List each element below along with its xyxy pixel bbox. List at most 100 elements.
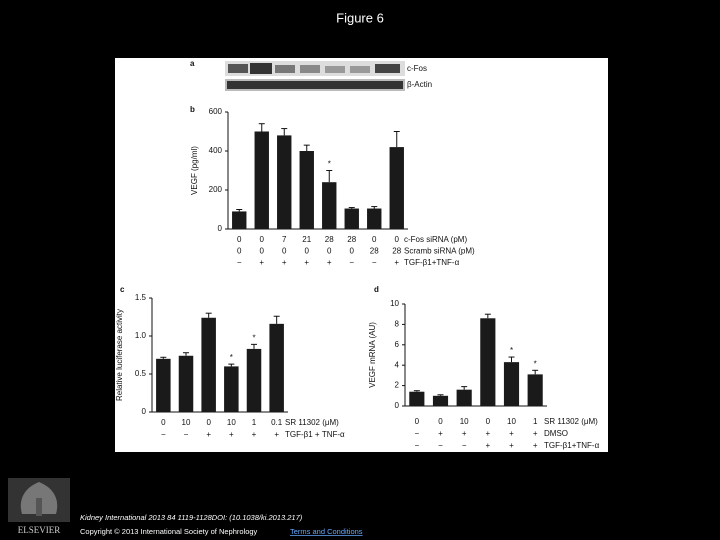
bar <box>269 323 284 412</box>
bar <box>224 366 239 412</box>
x-tick-label: 0.1 <box>271 418 283 427</box>
bar <box>277 135 292 229</box>
y-tick-label: 0 <box>142 407 147 416</box>
y-tick-label: 6 <box>395 340 400 349</box>
category-row-name: c-Fos siRNA (pM) <box>404 235 467 244</box>
x-tick-label: 28 <box>370 247 379 256</box>
panel-letter: a <box>190 59 195 68</box>
x-tick-label: + <box>533 441 538 450</box>
bar <box>254 131 269 229</box>
y-tick-label: 1.5 <box>135 293 147 302</box>
blot-band <box>228 64 248 73</box>
y-tick-label: 0.5 <box>135 369 147 378</box>
bar <box>344 208 359 229</box>
x-tick-label: 28 <box>325 235 334 244</box>
x-tick-label: 0 <box>395 235 400 244</box>
x-tick-label: 10 <box>507 417 516 426</box>
terms-link[interactable]: Terms and Conditions <box>290 527 363 536</box>
panel-letter: c <box>120 285 125 294</box>
x-tick-label: 10 <box>227 418 236 427</box>
x-tick-label: + <box>462 429 467 438</box>
blot-band <box>227 81 403 89</box>
y-tick-label: 1.0 <box>135 331 147 340</box>
x-tick-label: − <box>438 441 443 450</box>
figure-background <box>115 58 608 452</box>
x-tick-label: 0 <box>260 247 265 256</box>
x-tick-label: 10 <box>460 417 469 426</box>
x-tick-label: − <box>414 441 419 450</box>
category-row-name: Scramb siRNA (pM) <box>404 247 475 256</box>
x-tick-label: − <box>237 258 242 267</box>
bar <box>232 211 247 229</box>
citation: Kidney International 2013 84 1119-1128DO… <box>80 513 303 522</box>
x-tick-label: + <box>533 429 538 438</box>
x-tick-label: 0 <box>305 247 310 256</box>
x-tick-label: − <box>184 430 189 439</box>
y-tick-label: 0 <box>395 401 400 410</box>
bar <box>503 362 520 406</box>
y-tick-label: 0 <box>218 224 223 233</box>
y-tick-label: 600 <box>209 107 223 116</box>
x-tick-label: + <box>438 429 443 438</box>
x-tick-label: 1 <box>533 417 538 426</box>
x-tick-label: 21 <box>302 235 311 244</box>
blot-band <box>325 66 345 73</box>
category-row-name: DMSO <box>544 429 568 438</box>
blot-band <box>300 65 320 73</box>
blot-label: β-Actin <box>407 80 432 89</box>
y-axis-label: VEGF mRNA (AU) <box>368 322 377 388</box>
category-row-name: TGF-β1+TNF-α <box>404 258 460 267</box>
x-tick-label: − <box>349 258 354 267</box>
panel-letter: b <box>190 105 195 114</box>
x-tick-label: + <box>485 441 490 450</box>
slide-title: Figure 6 <box>336 10 384 25</box>
x-tick-label: − <box>414 429 419 438</box>
category-row-name: SR 11302 (μM) <box>544 417 598 426</box>
x-tick-label: − <box>372 258 377 267</box>
bar <box>367 208 382 229</box>
x-tick-label: 0 <box>237 235 242 244</box>
y-tick-label: 8 <box>395 320 400 329</box>
x-tick-label: + <box>282 258 287 267</box>
x-tick-label: + <box>259 258 264 267</box>
category-row-name: SR 11302 (μM) <box>285 418 339 427</box>
bar <box>178 355 194 412</box>
x-tick-label: − <box>462 441 467 450</box>
bar <box>389 147 404 229</box>
category-row-name: TGF-β1 + TNF-α <box>285 430 345 439</box>
x-tick-label: + <box>304 258 309 267</box>
blot-band <box>350 66 370 73</box>
bar <box>246 348 262 412</box>
y-tick-label: 4 <box>395 360 400 369</box>
x-tick-label: 0 <box>260 235 265 244</box>
significance-mark: * <box>510 346 513 355</box>
x-tick-label: + <box>485 429 490 438</box>
y-axis-label: VEGF (pg/ml) <box>190 146 199 195</box>
x-tick-label: + <box>509 429 514 438</box>
x-tick-label: 1 <box>252 418 257 427</box>
x-tick-label: + <box>509 441 514 450</box>
copyright: Copyright © 2013 International Society o… <box>80 527 258 536</box>
x-tick-label: 0 <box>372 235 377 244</box>
x-tick-label: 0 <box>438 417 443 426</box>
x-tick-label: 0 <box>237 247 242 256</box>
significance-mark: * <box>534 359 537 368</box>
x-tick-label: 0 <box>282 247 287 256</box>
panel-letter: d <box>374 285 379 294</box>
x-tick-label: + <box>274 430 279 439</box>
y-tick-label: 2 <box>395 381 400 390</box>
y-tick-label: 10 <box>390 299 399 308</box>
bar <box>409 391 425 406</box>
category-row-name: TGF-β1+TNF-α <box>544 441 600 450</box>
blot-band <box>275 65 295 73</box>
blot-band <box>250 63 272 74</box>
x-tick-label: 0 <box>486 417 491 426</box>
significance-mark: * <box>230 353 233 362</box>
x-tick-label: + <box>252 430 257 439</box>
y-tick-label: 200 <box>209 185 223 194</box>
bar <box>322 182 337 229</box>
bar <box>156 358 171 412</box>
bar <box>299 151 314 229</box>
